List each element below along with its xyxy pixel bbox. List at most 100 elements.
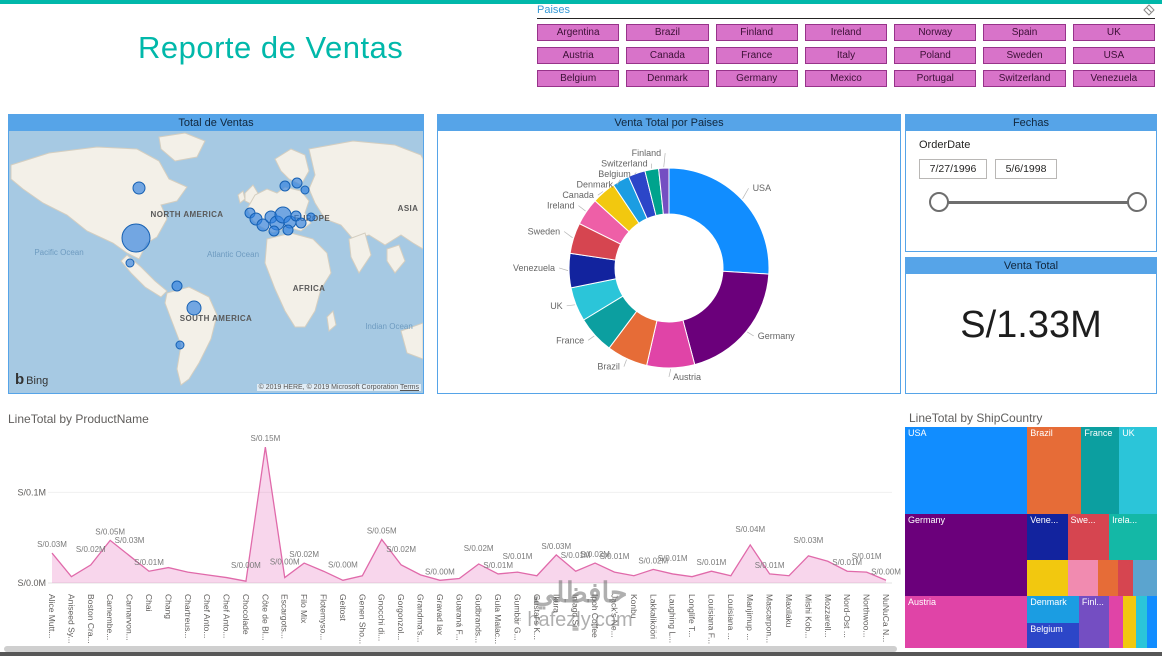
bing-logo[interactable]: b Bing [15, 371, 48, 388]
date-slider-track[interactable] [939, 201, 1137, 204]
donut-segment-finland[interactable] [658, 167, 670, 215]
x-axis-label: Ipoh Coffee [590, 594, 600, 638]
x-axis-label: Aniseed Sy... [66, 594, 76, 643]
donut-segment-usa[interactable] [668, 167, 770, 275]
donut-segment-germany[interactable] [682, 270, 770, 366]
slicer-button-mexico[interactable]: Mexico [804, 70, 888, 87]
map-bubble[interactable] [268, 225, 280, 237]
treemap-cell-small[interactable] [1135, 596, 1147, 648]
slicer-button-portugal[interactable]: Portugal [894, 70, 977, 87]
map-bubble[interactable] [300, 185, 310, 195]
data-label: S/0.02M [76, 545, 106, 554]
treemap-cell-small[interactable] [1133, 559, 1157, 597]
slicer-button-norway[interactable]: Norway [894, 24, 977, 41]
slicer-button-ireland[interactable]: Ireland [804, 24, 888, 41]
slicer-button-canada[interactable]: Canada [626, 47, 709, 64]
treemap-cell-small[interactable] [1146, 596, 1157, 648]
x-axis-label: Nord-Ost ... [842, 594, 852, 638]
treemap-cell-uk[interactable]: UK [1119, 427, 1157, 515]
x-axis-label: Louisiana F... [706, 594, 716, 644]
map-bubble[interactable] [132, 181, 146, 195]
x-axis-label: Guaraná F... [454, 594, 464, 641]
slicer-button-argentina[interactable]: Argentina [537, 24, 620, 41]
slicer-button-germany[interactable]: Germany [715, 70, 798, 87]
treemap-cell-small[interactable] [1097, 559, 1118, 597]
donut-label: Venezuela [513, 263, 555, 273]
treemap-cell-denmark[interactable]: Denmark [1027, 596, 1079, 623]
donut-label-leader [558, 267, 569, 271]
treemap-cell-france[interactable]: France [1081, 427, 1120, 515]
donut-label: Canada [562, 190, 594, 200]
slicer-button-austria[interactable]: Austria [537, 47, 620, 64]
donut-visual-title: Venta Total por Paises [438, 115, 900, 131]
area-line[interactable] [51, 446, 887, 582]
treemap-cell-small[interactable] [1067, 559, 1098, 597]
treemap-cell-austria[interactable]: Austria [905, 596, 1028, 648]
map-bubble[interactable] [121, 223, 151, 253]
treemap-cell-irela[interactable]: Irela... [1109, 514, 1157, 560]
slicer-button-brazil[interactable]: Brazil [626, 24, 709, 41]
treemap-cell-germany[interactable]: Germany [905, 514, 1028, 597]
slicer-button-italy[interactable]: Italy [804, 47, 888, 64]
slicer-title: Paises [537, 4, 571, 16]
slicer-button-denmark[interactable]: Denmark [626, 70, 709, 87]
data-label: S/0.05M [95, 527, 125, 536]
end-date-input[interactable] [995, 159, 1057, 179]
treemap-cell-finl[interactable]: Finl... [1078, 596, 1110, 648]
map-bubble[interactable] [125, 258, 135, 268]
treemap-cell-brazil[interactable]: Brazil [1027, 427, 1082, 515]
slicer-button-venezuela[interactable]: Venezuela [1072, 70, 1155, 87]
x-axis-label: Escargots... [280, 594, 290, 639]
treemap-visual: LineTotal by ShipCountry USA Germany Austr… [905, 403, 1157, 648]
treemap-cell-belgium[interactable]: Belgium [1027, 622, 1079, 648]
date-slicer: Fechas OrderDate [905, 114, 1157, 252]
treemap-cell-vene[interactable]: Vene... [1027, 514, 1068, 560]
treemap-cell-small[interactable] [1027, 559, 1068, 597]
donut-label-leader [597, 191, 604, 196]
y-axis-label: S/0.1M [17, 487, 46, 497]
bing-icon: b [15, 371, 25, 388]
slicer-button-poland[interactable]: Poland [894, 47, 977, 64]
slicer-button-uk[interactable]: UK [1072, 24, 1155, 41]
terms-link[interactable]: Terms [399, 384, 419, 391]
donut-label-leader [566, 304, 575, 307]
date-slider-handle-end[interactable] [1127, 192, 1147, 212]
treemap-cell-label: Germany [908, 515, 946, 526]
slicer-button-sweden[interactable]: Sweden [983, 47, 1066, 64]
treemap-cell-swe[interactable]: Swe... [1067, 514, 1110, 560]
map-bubble[interactable] [282, 224, 294, 236]
slicer-button-belgium[interactable]: Belgium [537, 70, 620, 87]
treemap-cell-small[interactable] [1109, 596, 1123, 648]
map-bubble[interactable] [279, 180, 291, 192]
slicer-button-spain[interactable]: Spain [983, 24, 1066, 41]
slicer-button-finland[interactable]: Finland [715, 24, 798, 41]
map-bubble[interactable] [295, 217, 307, 229]
line-chart[interactable]: S/0.1M S/0.0M S/0.03M Alice Mutt... Aniseed … [0, 428, 901, 650]
map-continents [10, 132, 423, 386]
slicer-button-switzerland[interactable]: Switzerland [983, 70, 1066, 87]
date-slider-handle-start[interactable] [929, 192, 949, 212]
slicer-button-grid: Argentina Brazil Finland Ireland Norway Spain… [537, 24, 1155, 87]
treemap-cell-label: Swe... [1070, 515, 1096, 526]
map-bubble[interactable] [171, 280, 183, 292]
start-date-input[interactable] [919, 159, 987, 179]
horizontal-scrollbar[interactable] [4, 646, 897, 652]
map-bubble[interactable] [175, 340, 185, 350]
map-bubble[interactable] [306, 212, 316, 222]
map-bubble[interactable] [256, 218, 270, 232]
map-canvas[interactable]: NORTH AMERICAEUROPEASIAAFRICASOUTH AMERI… [9, 131, 423, 393]
ocean-label: Indian Ocean [365, 322, 413, 331]
treemap-cell-small[interactable] [1122, 596, 1136, 648]
treemap-cell-small[interactable] [1117, 559, 1134, 597]
data-label: S/0.02M [464, 544, 494, 553]
data-label: S/0.02M [289, 550, 319, 559]
orderdate-field-label: OrderDate [919, 139, 971, 151]
clear-selections-icon[interactable] [1143, 4, 1155, 16]
map-bubble[interactable] [186, 300, 202, 316]
slicer-button-usa[interactable]: USA [1072, 47, 1155, 64]
treemap-cell-usa[interactable]: USA [905, 427, 1028, 515]
map-bubble[interactable] [291, 177, 303, 189]
slicer-button-france[interactable]: France [715, 47, 798, 64]
donut-label-leader [746, 331, 754, 337]
x-axis-label: Chocolade [241, 594, 251, 635]
